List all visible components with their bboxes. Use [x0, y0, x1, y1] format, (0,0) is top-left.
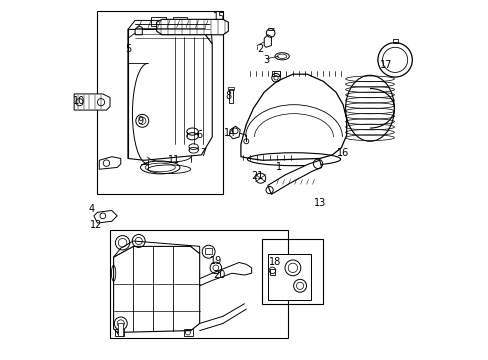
Bar: [183, 329, 192, 336]
Text: 3: 3: [263, 55, 268, 65]
Polygon shape: [229, 126, 240, 139]
Polygon shape: [94, 211, 117, 223]
Polygon shape: [156, 19, 228, 35]
Text: 1: 1: [275, 162, 281, 172]
Text: 8: 8: [225, 91, 231, 101]
Bar: [392, 39, 397, 42]
Text: 9: 9: [137, 116, 143, 126]
Text: 6: 6: [196, 130, 203, 140]
Bar: [229, 89, 233, 103]
Bar: [110, 230, 287, 338]
Polygon shape: [113, 241, 199, 257]
Bar: [151, 17, 165, 26]
Polygon shape: [241, 74, 346, 160]
Bar: [267, 253, 310, 300]
Text: 4: 4: [89, 204, 95, 214]
Text: 10: 10: [73, 96, 85, 106]
Text: 5: 5: [124, 44, 131, 54]
Bar: [118, 323, 123, 336]
Polygon shape: [128, 30, 212, 160]
Polygon shape: [99, 157, 121, 169]
Polygon shape: [264, 35, 271, 47]
Bar: [227, 87, 234, 90]
Bar: [272, 71, 279, 76]
Text: 15: 15: [213, 12, 225, 22]
Text: 20: 20: [213, 270, 225, 280]
Text: 2: 2: [257, 44, 263, 54]
Text: 17: 17: [379, 60, 391, 70]
Circle shape: [255, 173, 265, 183]
Text: 11: 11: [168, 155, 181, 165]
Polygon shape: [128, 21, 212, 44]
Polygon shape: [199, 262, 251, 286]
Text: 13: 13: [313, 198, 325, 208]
Text: 18: 18: [268, 257, 281, 267]
Bar: [115, 329, 124, 336]
Bar: [204, 248, 212, 253]
Text: 21: 21: [250, 171, 263, 181]
Text: 12: 12: [89, 220, 102, 230]
Polygon shape: [113, 246, 199, 332]
Polygon shape: [74, 94, 110, 110]
Bar: [172, 17, 187, 26]
Text: 16: 16: [336, 148, 348, 158]
Text: 7: 7: [200, 148, 206, 158]
Bar: [262, 239, 323, 304]
Polygon shape: [135, 26, 142, 35]
Polygon shape: [267, 160, 321, 194]
Text: 14: 14: [224, 129, 236, 138]
Text: 19: 19: [209, 256, 222, 266]
Bar: [270, 269, 274, 275]
Bar: [97, 12, 223, 194]
